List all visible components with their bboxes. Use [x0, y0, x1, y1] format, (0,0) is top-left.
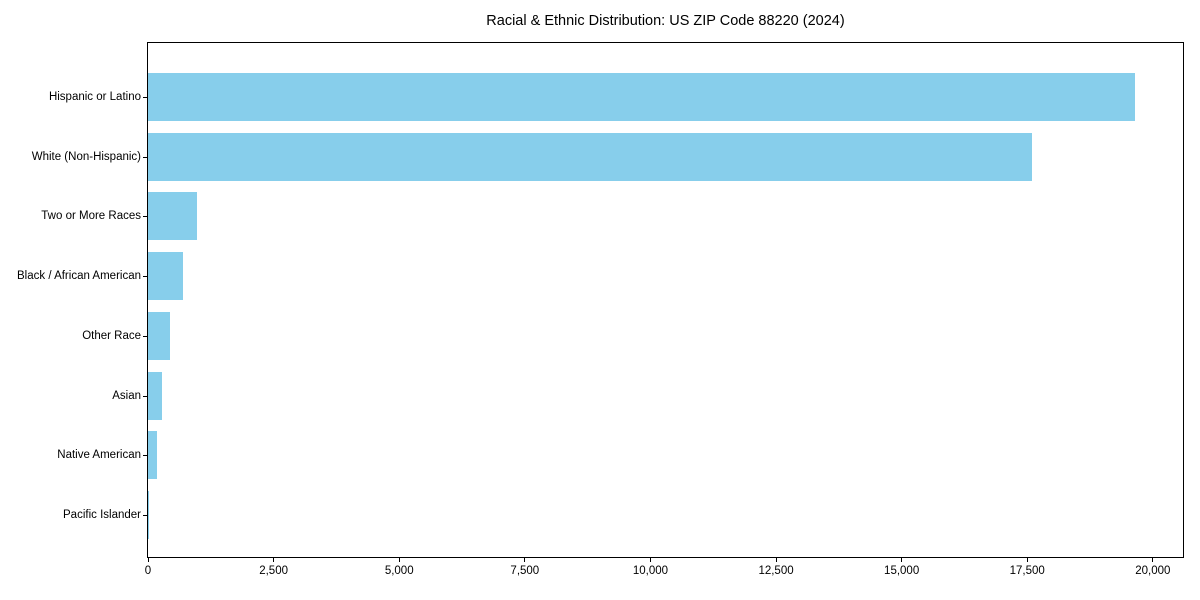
- x-tick-label: 10,000: [632, 565, 669, 577]
- y-axis-label: Hispanic or Latino: [48, 91, 141, 103]
- y-tick-mark: [143, 97, 147, 98]
- bar-pacific-islander: [148, 490, 149, 539]
- bar-white-non-hispanic: [148, 132, 1033, 181]
- y-axis-label: Native American: [57, 449, 141, 462]
- y-tick-mark: [143, 455, 147, 457]
- x-tick-mark: [901, 558, 903, 562]
- y-axis-label: Black / African American: [17, 270, 141, 283]
- x-tick-mark: [775, 558, 777, 562]
- bar-asian: [148, 371, 163, 420]
- bar-native-american: [148, 431, 157, 480]
- chart-title: Racial & Ethnic Distribution: US ZIP Cod…: [486, 13, 845, 29]
- y-tick-mark: [143, 156, 147, 158]
- bar-other-race: [148, 311, 171, 360]
- x-tick-label: 12,500: [758, 565, 794, 577]
- x-tick-label: 5,000: [384, 565, 414, 577]
- y-axis-label: Pacific Islander: [63, 508, 141, 521]
- y-tick-mark: [143, 395, 147, 397]
- y-axis-label: Other Race: [82, 329, 141, 342]
- x-tick-mark: [1026, 558, 1028, 562]
- x-tick-mark: [649, 558, 651, 562]
- y-tick-mark: [143, 335, 147, 337]
- x-tick-mark: [524, 558, 526, 562]
- x-tick-label: 7,500: [510, 565, 540, 577]
- bar-two-or-more-races: [148, 192, 197, 241]
- x-tick-mark: [398, 558, 400, 562]
- y-tick-mark: [143, 514, 147, 516]
- x-tick-mark: [147, 558, 149, 562]
- x-tick-label: 0: [144, 565, 152, 577]
- y-tick-mark: [143, 276, 147, 278]
- y-tick-mark: [143, 216, 147, 218]
- y-axis-label: White (Non-Hispanic): [31, 150, 141, 163]
- x-tick-mark: [1152, 558, 1154, 562]
- y-axis-label: Asian: [112, 389, 141, 402]
- x-tick-label: 15,000: [884, 565, 920, 577]
- bar-hispanic-or-latino: [148, 73, 1136, 121]
- x-tick-label: 2,500: [259, 565, 288, 577]
- y-axis-label: Two or More Races: [41, 210, 141, 223]
- plot-area: [147, 42, 1184, 558]
- x-tick-mark: [273, 558, 275, 562]
- x-tick-label: 20,000: [1135, 565, 1171, 577]
- bar-black-african-american: [148, 252, 184, 301]
- x-tick-label: 17,500: [1009, 565, 1045, 577]
